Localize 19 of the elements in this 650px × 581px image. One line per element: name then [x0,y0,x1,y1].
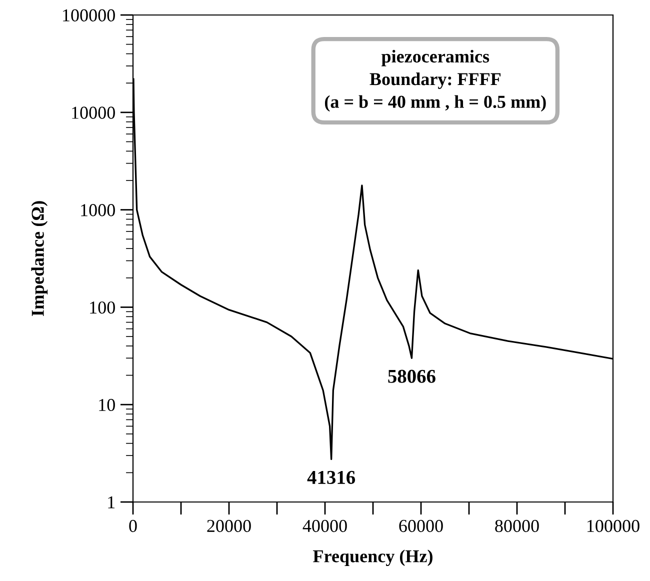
y-tick-label: 1 [108,496,115,508]
annotation: 58066 [388,370,436,383]
y-tick-label: 10 [99,398,115,412]
annotation: Boundary: FFFF [370,72,500,89]
x-tick-label: 40000 [302,520,347,532]
annotation: (a = b = 40 mm , h = 0.5 mm) [324,95,546,112]
x-tick-label: 60000 [399,520,443,532]
x-tick-label: 80000 [495,520,539,532]
y-axis-title: Impedance (Ω) [31,201,48,316]
x-axis-title: Frequency (Hz) [313,550,432,566]
annotation: piezoceramics [381,50,490,66]
x-tick-label: 0 [129,520,137,532]
x-tick-label: 20000 [207,520,251,532]
y-tick-label: 100000 [63,9,115,22]
y-tick-label: 100 [90,301,115,314]
x-tick-label: 100000 [588,520,640,532]
annotation: 41316 [307,470,356,484]
y-tick-label: 10000 [72,106,115,119]
y-tick-label: 1000 [81,204,115,216]
